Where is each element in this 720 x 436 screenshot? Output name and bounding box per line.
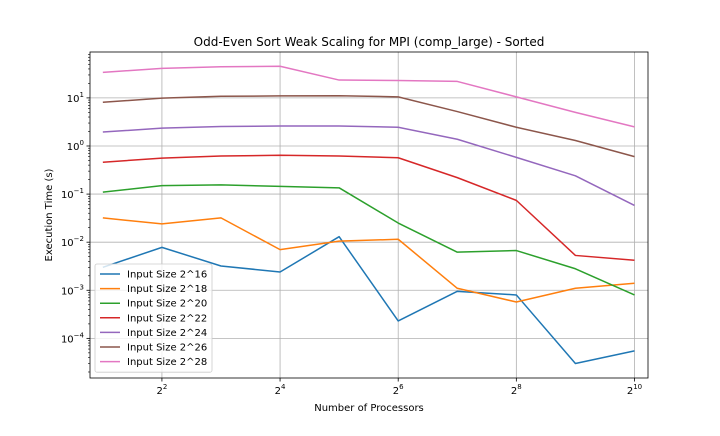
plot-frame xyxy=(89,51,649,379)
legend-box xyxy=(94,263,213,373)
x-tick-base: 2 xyxy=(393,386,399,397)
x-tick-base: 2 xyxy=(511,386,517,397)
legend-entry-label: Input Size 2^20 xyxy=(127,299,207,310)
y-tick-exponent: 1 xyxy=(80,91,84,99)
grid-lines xyxy=(90,52,648,378)
x-tick-base: 2 xyxy=(627,386,633,397)
x-tick-exponent: 2 xyxy=(163,383,167,391)
legend-entry-label: Input Size 2^18 xyxy=(127,284,207,295)
y-tick-exponent: 0 xyxy=(80,139,84,147)
y-axis-label: Execution Time (s) xyxy=(44,168,55,261)
x-tick-label: 22 xyxy=(157,383,168,397)
x-tick-label: 210 xyxy=(627,383,642,397)
x-tick-label: 28 xyxy=(511,383,522,397)
legend-entry-label: Input Size 2^24 xyxy=(127,328,207,339)
series-lines xyxy=(102,65,635,365)
legend-entry-label: Input Size 2^28 xyxy=(127,357,207,368)
y-tick-label: 10−4 xyxy=(61,331,85,345)
y-tick-base: 10 xyxy=(67,94,80,105)
x-tick-exponent: 8 xyxy=(517,383,521,391)
y-tick-exponent: −4 xyxy=(74,331,85,339)
legend-entry-label: Input Size 2^26 xyxy=(127,343,207,354)
y-tick-base: 10 xyxy=(61,190,74,201)
y-tick-exponent: −3 xyxy=(74,283,84,291)
series-line-4 xyxy=(102,154,635,262)
series-line-1 xyxy=(102,235,635,365)
y-tick-label: 10−2 xyxy=(61,235,84,249)
series-line-2 xyxy=(102,217,635,303)
legend-entry-label: Input Size 2^16 xyxy=(127,270,207,281)
legend-entry-label: Input Size 2^22 xyxy=(127,313,207,324)
y-tick-base: 10 xyxy=(61,334,74,345)
y-tick-label: 101 xyxy=(67,91,84,105)
y-tick-base: 10 xyxy=(61,286,74,297)
series-line-5 xyxy=(102,125,635,207)
x-tick-label: 24 xyxy=(275,383,286,397)
x-tick-label: 26 xyxy=(393,383,404,397)
x-tick-exponent: 6 xyxy=(399,383,404,391)
y-tick-base: 10 xyxy=(61,238,74,249)
x-tick-exponent: 4 xyxy=(281,383,286,391)
x-axis-label: Number of Processors xyxy=(314,403,424,414)
y-tick-label: 100 xyxy=(67,139,84,153)
legend: Input Size 2^16 Input Size 2^18 Input Size… xyxy=(94,263,213,373)
y-tick-exponent: −2 xyxy=(74,235,84,243)
series-line-7 xyxy=(102,65,635,128)
x-tick-base: 2 xyxy=(275,386,281,397)
y-tick-base: 10 xyxy=(67,142,80,153)
chart-title: Odd-Even Sort Weak Scaling for MPI (comp… xyxy=(194,35,545,49)
series-line-6 xyxy=(102,94,635,158)
series-line-3 xyxy=(102,184,635,296)
x-tick-base: 2 xyxy=(157,386,163,397)
x-tick-exponent: 10 xyxy=(633,383,642,391)
y-tick-label: 10−1 xyxy=(61,187,84,201)
y-tick-label: 10−3 xyxy=(61,283,84,297)
y-tick-exponent: −1 xyxy=(74,187,84,195)
